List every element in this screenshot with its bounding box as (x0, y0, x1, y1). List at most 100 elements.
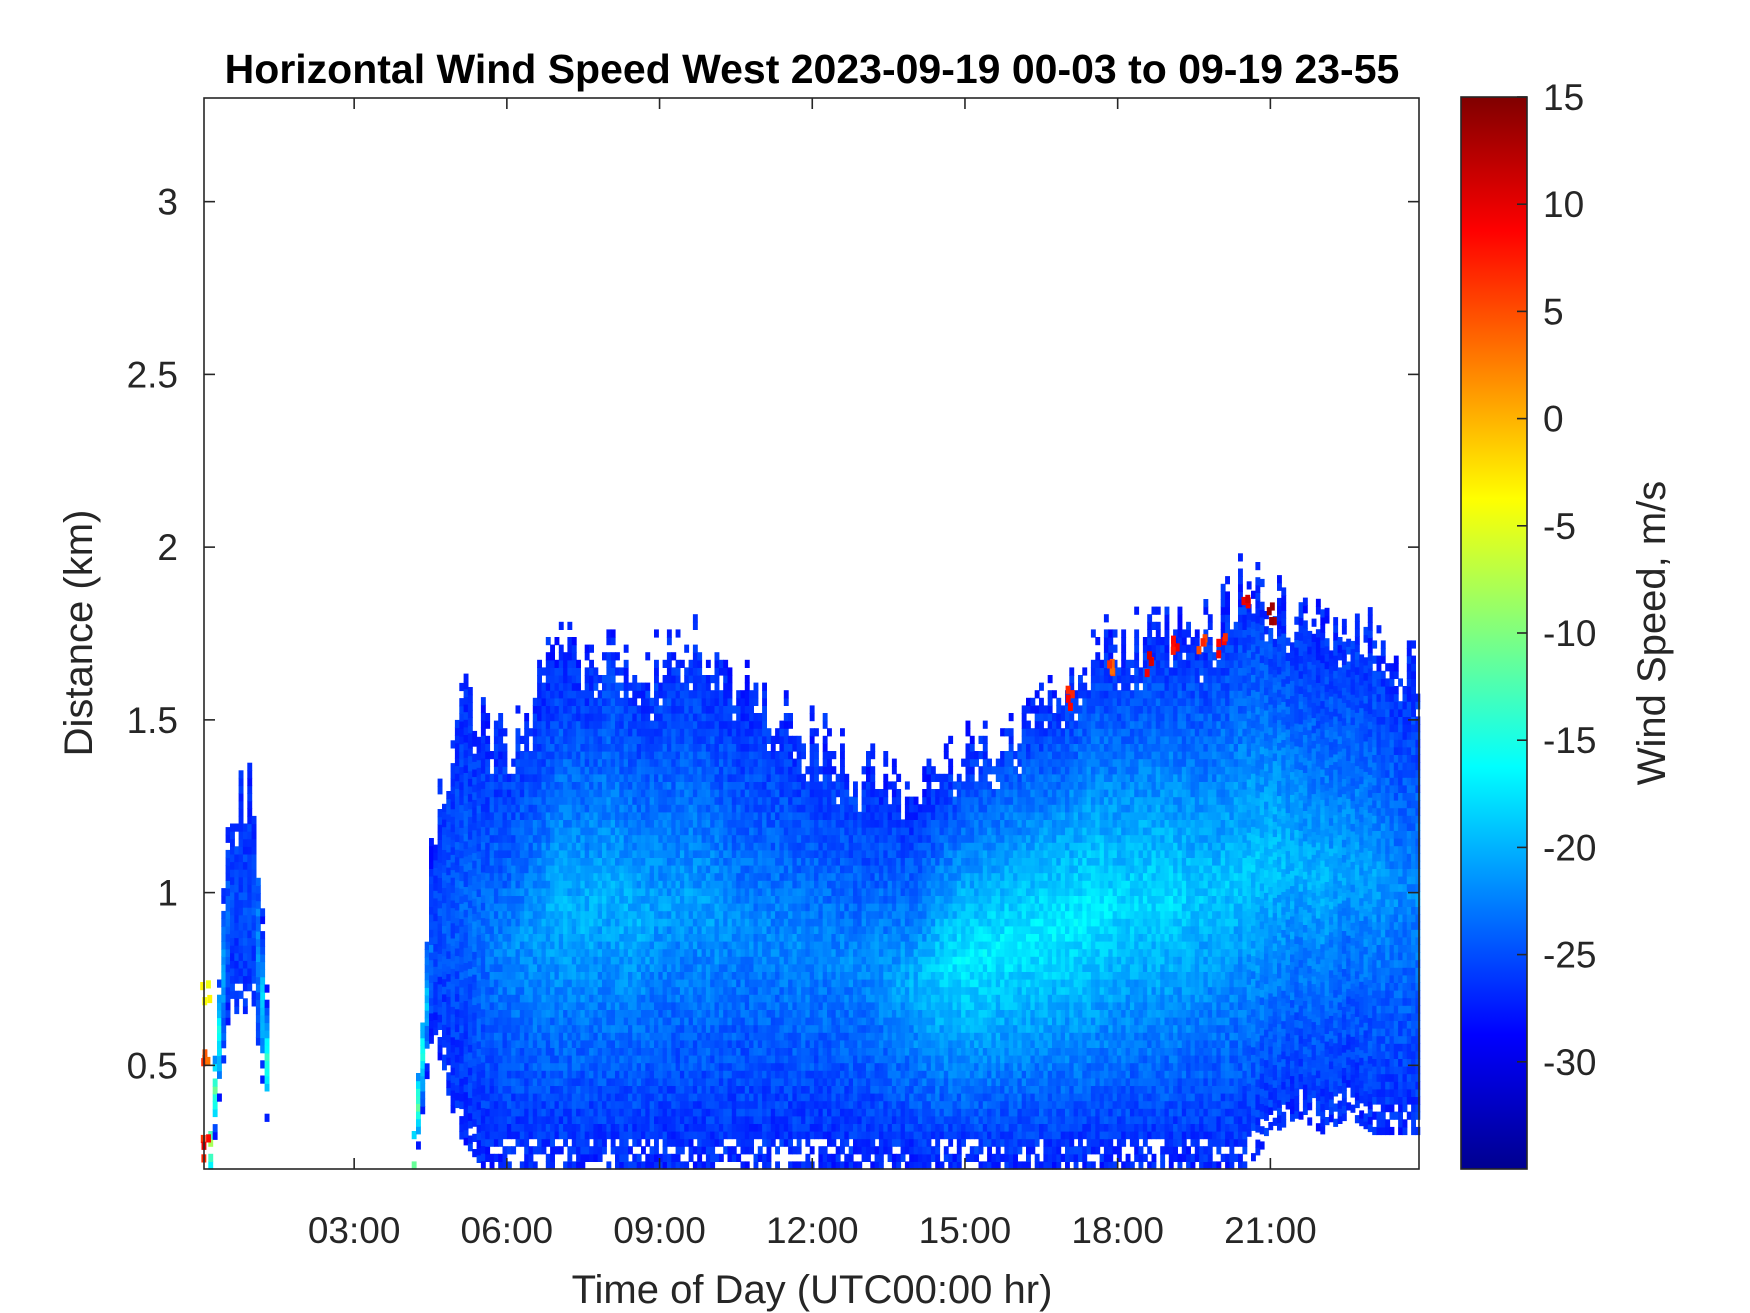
heatmap-cell (580, 933, 585, 941)
heatmap-cell (715, 880, 720, 888)
heatmap-cell (550, 812, 555, 820)
heatmap-cell (598, 850, 603, 858)
heatmap-cell (611, 1070, 616, 1078)
heatmap-cell (572, 1070, 577, 1078)
heatmap-cell (516, 857, 521, 865)
heatmap-cell (606, 971, 611, 979)
heatmap-cell (658, 933, 663, 941)
heatmap-cell (684, 956, 689, 964)
heatmap-cell (654, 888, 659, 896)
heatmap-cell (567, 987, 572, 995)
heatmap-cell (615, 964, 620, 972)
heatmap-cell (265, 1068, 270, 1076)
heatmap-cell (663, 736, 668, 744)
heatmap-cell (702, 819, 707, 827)
heatmap-cell (485, 979, 490, 987)
heatmap-cell (438, 817, 443, 825)
heatmap-cell (477, 851, 482, 859)
heatmap-cell (680, 766, 685, 774)
heatmap-cell (697, 971, 702, 979)
heatmap-cell (745, 873, 750, 881)
heatmap-cell (741, 1139, 746, 1147)
heatmap-cell (628, 857, 633, 865)
heatmap-cell (481, 872, 486, 880)
heatmap-cell (741, 766, 746, 774)
heatmap-cell (524, 766, 529, 774)
heatmap-cell (671, 652, 676, 660)
heatmap-cell (723, 873, 728, 881)
heatmap-cell (580, 1047, 585, 1055)
heatmap-cell (455, 1062, 460, 1070)
heatmap-cell (546, 1101, 551, 1109)
heatmap-cell (451, 1105, 456, 1113)
heatmap-cell (671, 819, 676, 827)
heatmap-cell (654, 850, 659, 858)
heatmap-cell (719, 1025, 724, 1033)
heatmap-cell (524, 1154, 529, 1162)
heatmap-cell (741, 1123, 746, 1131)
heatmap-cell (732, 743, 737, 751)
heatmap-cell (637, 1032, 642, 1040)
heatmap-cell (572, 827, 577, 835)
heatmap-cell (702, 835, 707, 843)
heatmap-cell (689, 1078, 694, 1086)
heatmap-cell (511, 1032, 516, 1040)
heatmap-cell (710, 1009, 715, 1017)
heatmap-cell (477, 1124, 482, 1132)
heatmap-cell (529, 857, 534, 865)
heatmap-cell (658, 751, 663, 759)
heatmap-cell (247, 763, 252, 771)
heatmap-cell (706, 1108, 711, 1116)
heatmap-cell (464, 704, 469, 712)
heatmap-cell (632, 1108, 637, 1116)
heatmap-cell (507, 964, 512, 972)
heatmap-cell (689, 781, 694, 789)
heatmap-cell (706, 1032, 711, 1040)
heatmap-cell (611, 895, 616, 903)
heatmap-cell (693, 994, 698, 1002)
heatmap-cell (637, 1002, 642, 1010)
heatmap-cell (442, 971, 447, 979)
heatmap-cell (585, 1002, 590, 1010)
heatmap-cell (580, 1070, 585, 1078)
heatmap-cell (468, 908, 473, 916)
heatmap-cell (580, 751, 585, 759)
heatmap-cell (580, 1146, 585, 1154)
heatmap-cell (680, 971, 685, 979)
heatmap-cell (576, 949, 581, 957)
heatmap-cell (472, 784, 477, 792)
heatmap-cell (459, 964, 464, 972)
heatmap-cell (239, 930, 244, 938)
heatmap-cell (429, 975, 434, 983)
heatmap-cell (559, 728, 564, 736)
heatmap-cell (585, 1055, 590, 1063)
heatmap-cell (416, 1088, 421, 1096)
heatmap-cell (533, 994, 538, 1002)
heatmap-cell (567, 637, 572, 645)
heatmap-cell (676, 949, 681, 957)
heatmap-cell (481, 1047, 486, 1055)
heatmap-cell (619, 1131, 624, 1139)
heatmap-cell (632, 1085, 637, 1093)
heatmap-cell (641, 1085, 646, 1093)
heatmap-cell (654, 1093, 659, 1101)
heatmap-cell (754, 987, 759, 995)
heatmap-cell (511, 1063, 516, 1071)
heatmap-cell (697, 1101, 702, 1109)
heatmap-cell (498, 918, 503, 926)
heatmap-cell (702, 1025, 707, 1033)
heatmap-cell (736, 880, 741, 888)
heatmap-cell (485, 789, 490, 797)
heatmap-cell (702, 1123, 707, 1131)
heatmap-cell (719, 660, 724, 668)
heatmap-cell (650, 941, 655, 949)
heatmap-cell (589, 660, 594, 668)
heatmap-cell (619, 1139, 624, 1147)
heatmap-cell (559, 1108, 564, 1116)
heatmap-cell (706, 888, 711, 896)
heatmap-cell (706, 994, 711, 1002)
heatmap-cell (645, 933, 650, 941)
heatmap-cell (589, 819, 594, 827)
heatmap-cell (671, 903, 676, 911)
heatmap-cell (745, 956, 750, 964)
